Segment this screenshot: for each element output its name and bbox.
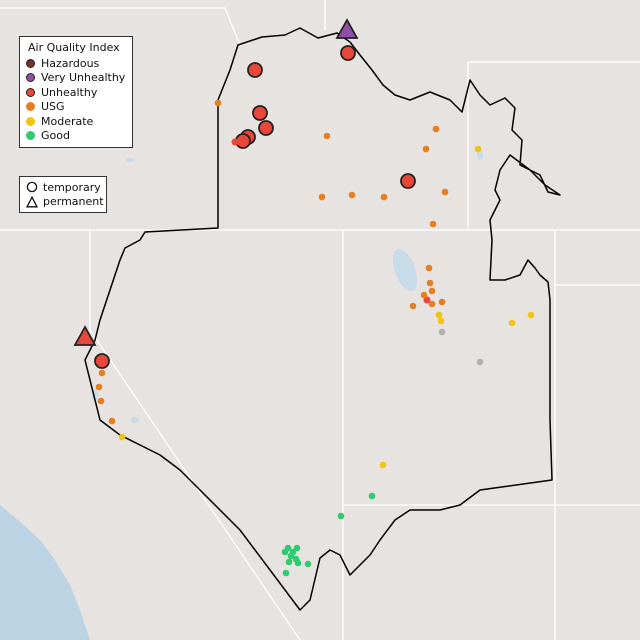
region-outline <box>84 27 561 611</box>
marker-unhealthy[interactable] <box>258 120 274 136</box>
triangle-icon <box>26 195 38 208</box>
usg-swatch-icon <box>26 102 35 112</box>
monitor-markers <box>73 18 535 577</box>
marker-unhealthy[interactable] <box>252 105 268 121</box>
lake <box>477 150 483 160</box>
monitor-type-legend: temporary permanent <box>19 176 107 213</box>
legend-label: USG <box>41 100 65 114</box>
legend-item-temporary: temporary <box>20 180 106 195</box>
legend-item-usg: USG <box>20 100 132 115</box>
legend-label: Moderate <box>41 114 94 128</box>
unhealthy-swatch-icon <box>26 87 35 97</box>
marker-unhealthy-small[interactable] <box>231 138 239 146</box>
legend-item-good: Good <box>20 129 132 144</box>
ocean <box>0 505 90 640</box>
legend-label: Hazardous <box>41 56 100 70</box>
marker-very-unhealthy-permanent[interactable] <box>335 18 359 39</box>
legend-item-hazardous: Hazardous <box>20 56 132 71</box>
no-data-markers <box>438 328 484 366</box>
very-unhealthy-swatch-icon <box>26 73 35 83</box>
legend-label: Very Unhealthy <box>41 71 126 85</box>
circle-icon <box>26 182 38 193</box>
marker-unhealthy-permanent[interactable] <box>73 325 97 346</box>
hazardous-swatch-icon <box>26 58 35 68</box>
good-markers <box>281 492 376 577</box>
marker-unhealthy-small[interactable] <box>423 296 431 304</box>
lake <box>131 417 139 423</box>
moderate-swatch-icon <box>26 116 35 126</box>
legend-label: permanent <box>43 195 104 209</box>
legend-label: Good <box>41 129 70 143</box>
legend-label: Unhealthy <box>41 85 98 99</box>
aqi-legend: Air Quality Index Hazardous Very Unhealt… <box>19 36 133 148</box>
legend-title: Air Quality Index <box>28 41 120 54</box>
legend-item-permanent: permanent <box>20 195 106 210</box>
lake <box>392 249 418 291</box>
legend-item-unhealthy: Unhealthy <box>20 85 132 100</box>
legend-item-very-unhealthy: Very Unhealthy <box>20 71 132 86</box>
good-swatch-icon <box>26 131 35 141</box>
marker-unhealthy[interactable] <box>400 173 416 189</box>
legend-item-moderate: Moderate <box>20 114 132 129</box>
legend-label: temporary <box>43 180 101 194</box>
marker-unhealthy[interactable] <box>94 353 110 369</box>
marker-unhealthy[interactable] <box>247 62 263 78</box>
usg-markers <box>95 99 449 425</box>
lake <box>126 158 134 162</box>
moderate-markers <box>118 145 535 469</box>
marker-unhealthy[interactable] <box>340 45 356 61</box>
